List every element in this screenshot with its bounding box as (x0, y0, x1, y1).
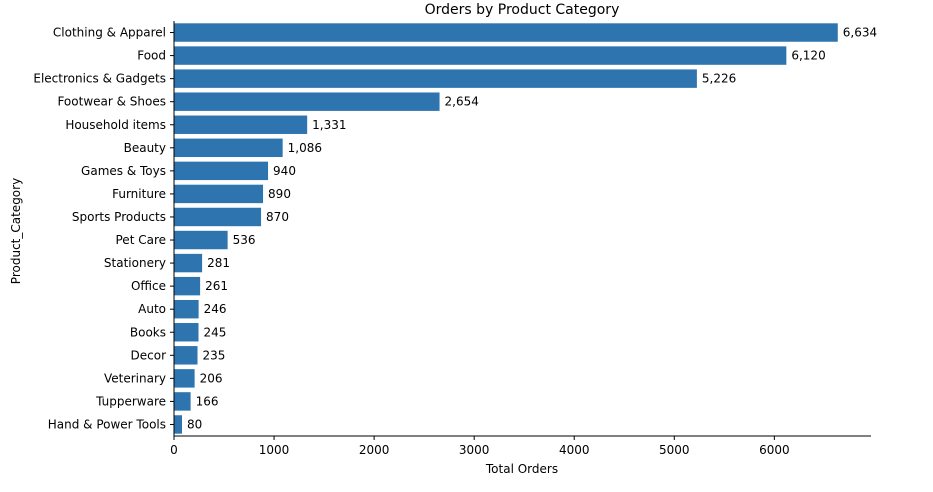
y-tick-label: Clothing & Apparel (53, 26, 166, 40)
data-label: 2,654 (445, 95, 479, 109)
y-tick-label: Electronics & Gadgets (33, 72, 166, 86)
bar (174, 299, 199, 319)
y-tick-label: Hand & Power Tools (48, 417, 166, 431)
bar (174, 346, 198, 365)
bar (174, 369, 195, 388)
data-label: 245 (204, 325, 227, 339)
x-ticks: 0 1000 2000 3000 4000 5000 6000 (170, 436, 790, 457)
bar (174, 392, 191, 411)
x-tick-label: 5000 (659, 443, 690, 457)
bar (174, 207, 262, 227)
data-label: 536 (233, 233, 256, 247)
data-label: 890 (268, 187, 291, 201)
bar (174, 46, 787, 65)
bar (174, 138, 283, 158)
bar (174, 115, 308, 134)
y-tick-label: Stationery (104, 256, 166, 270)
y-tick-label: Veterinary (104, 371, 166, 385)
bar (174, 323, 199, 342)
y-tick-label: Games & Toys (81, 164, 166, 178)
x-tick-label: 0 (170, 443, 178, 457)
data-label: 261 (205, 279, 228, 293)
bar (174, 23, 838, 42)
x-tick-label: 4000 (559, 443, 590, 457)
data-label: 206 (200, 371, 223, 385)
bar (174, 253, 203, 273)
x-tick-label: 6000 (759, 443, 790, 457)
data-label: 1,086 (288, 141, 322, 155)
data-label: 6,120 (791, 49, 825, 63)
y-tick-label: Tupperware (95, 394, 166, 408)
bars-group (174, 23, 838, 434)
y-tick-label: Food (137, 49, 166, 63)
y-tick-label: Pet Care (116, 233, 167, 247)
chart-title: Orders by Product Category (425, 2, 620, 18)
data-label: 281 (207, 256, 230, 270)
y-tick-label: Furniture (112, 187, 166, 201)
y-tick-label: Office (131, 279, 166, 293)
x-tick-label: 2000 (359, 443, 390, 457)
data-label: 940 (273, 164, 296, 178)
y-tick-label: Household items (65, 118, 166, 132)
data-label: 235 (203, 348, 226, 362)
y-tick-label: Beauty (124, 141, 166, 155)
y-tick-label: Decor (131, 348, 167, 362)
x-tick-label: 3000 (459, 443, 490, 457)
data-label: 166 (196, 394, 219, 408)
bar (174, 92, 440, 111)
y-tick-label: Sports Products (72, 210, 166, 224)
data-label: 80 (187, 417, 202, 431)
bar (174, 184, 264, 204)
data-label: 870 (266, 210, 289, 224)
bar (174, 415, 183, 434)
y-tick-label: Books (130, 325, 166, 339)
bar (174, 276, 201, 296)
x-axis-title: Total Orders (485, 462, 558, 476)
data-labels: 6,634 6,120 5,226 2,654 1,331 1,086 940 890 870 5… (187, 26, 877, 432)
y-tick-labels: Clothing & Apparel Food Electronics & Gadg… (33, 26, 174, 431)
y-tick-label: Auto (138, 302, 166, 316)
data-label: 5,226 (702, 72, 736, 86)
y-tick-label: Footwear & Shoes (57, 95, 166, 109)
bar (174, 230, 228, 250)
x-tick-label: 1000 (259, 443, 290, 457)
data-label: 246 (204, 302, 227, 316)
data-label: 6,634 (843, 26, 877, 40)
bar (174, 161, 269, 181)
bar (174, 69, 697, 88)
data-label: 1,331 (312, 118, 346, 132)
y-axis-title: Product_Category (9, 178, 23, 284)
